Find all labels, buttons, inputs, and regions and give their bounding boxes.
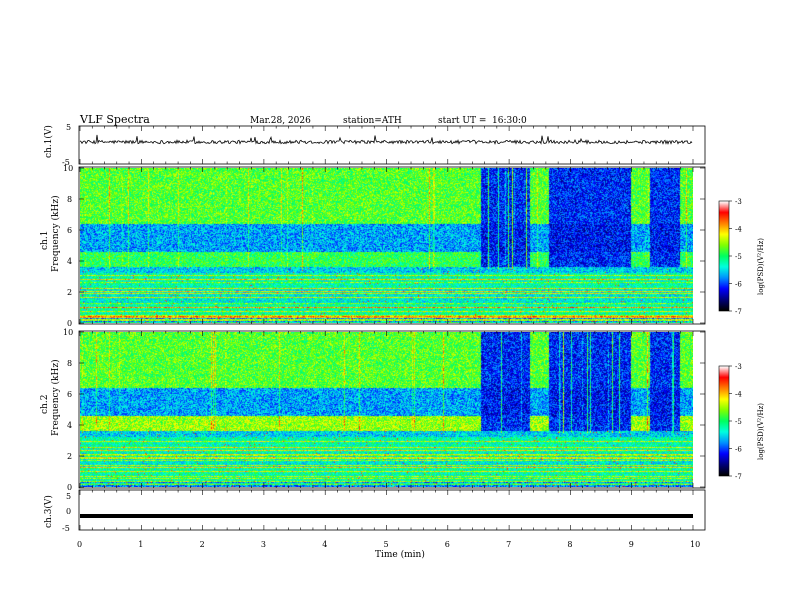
- ch3-waveform-panel: 5 0 -5 ch.3(V): [43, 489, 706, 533]
- ch3-waveform-trace: [80, 514, 693, 518]
- ch2-ytick-label: 2: [67, 452, 72, 461]
- ch2-colorbar: -3 -4 -5 -6 -7 log(PSD)(V²/Hz): [718, 363, 765, 481]
- ch3-ytick-bottom: -5: [62, 524, 70, 533]
- ch2-ytick-label: 4: [67, 421, 72, 430]
- ch2-colorbar-tick: -5: [735, 418, 742, 426]
- ch1-colorbar-tick: -7: [735, 308, 742, 316]
- ch2-spectrogram-image: [80, 332, 693, 487]
- ch1-ytick-label: 0: [67, 319, 72, 328]
- ch3-ylabel: ch.3(V): [43, 495, 54, 528]
- ch2-ytick-label: 6: [67, 390, 72, 399]
- ch2-ylabel-channel: ch.2: [40, 395, 50, 414]
- ch2-colorbar-tick: -3: [735, 363, 742, 371]
- x-tick-label: 8: [567, 540, 572, 549]
- ch2-colorbar-label: log(PSD)(V²/Hz): [757, 403, 765, 460]
- ch2-colorbar-tick: -7: [735, 473, 742, 481]
- ch1-ylabel-frequency: Frequency (kHz): [50, 195, 61, 272]
- ch1-ylabel: ch.1(V): [43, 125, 54, 158]
- ch1-ytick-label: 4: [67, 257, 72, 266]
- ch1-waveform-panel: 5 -5 ch.1(V): [43, 123, 706, 167]
- ch2-colorbar-tick: -6: [735, 446, 742, 454]
- ch1-colorbar-tick: -5: [735, 253, 742, 261]
- x-tick-label: 5: [384, 540, 389, 549]
- ch1-ytick-top: 5: [66, 123, 71, 132]
- x-tick-label: 4: [322, 540, 327, 549]
- ch1-colorbar: -3 -4 -5 -6 -7 log(PSD)(V²/Hz): [718, 198, 765, 316]
- ch1-ytick-label: 10: [63, 164, 73, 173]
- ch1-ytick-label: 6: [67, 226, 72, 235]
- ch1-spectrogram-image: [80, 168, 693, 323]
- ch1-ytick-label: 2: [67, 288, 72, 297]
- x-tick-label: 2: [200, 540, 205, 549]
- ch1-ylabel-channel: ch.1: [40, 231, 50, 250]
- ch3-ytick-mid: 0: [66, 507, 71, 516]
- ch1-colorbar-tick: -6: [735, 281, 742, 289]
- ch2-ytick-label: 0: [67, 483, 72, 492]
- ch1-colorbar-tick: -3: [735, 198, 742, 206]
- ch2-ytick-label: 10: [63, 328, 73, 337]
- ch1-waveform-trace: [79, 134, 693, 145]
- ch1-ytick-bottom: -5: [62, 158, 70, 167]
- ch2-spectrogram-panel: 0 2 4 6 8 10 ch.2 Frequency (kHz): [40, 328, 706, 492]
- x-tick-label: 3: [261, 540, 266, 549]
- ch3-ytick-top: 5: [66, 492, 71, 501]
- x-tick-label: 1: [138, 540, 143, 549]
- ch1-colorbar-label: log(PSD)(V²/Hz): [757, 238, 765, 295]
- x-tick-label: 9: [629, 540, 634, 549]
- ch2-ylabel-frequency: Frequency (kHz): [50, 359, 61, 436]
- ch1-ytick-label: 8: [67, 195, 72, 204]
- ch1-spectrogram-panel: 0 2 4 6 8 10 ch.1 Frequency (kHz): [40, 164, 706, 328]
- station-label: station=ATH: [343, 116, 402, 126]
- x-axis-label: Time (min): [375, 549, 425, 560]
- x-tick-label: 0: [77, 540, 82, 549]
- start-time-value: 16:30:0: [492, 116, 527, 126]
- start-ut-label: start UT =: [438, 116, 486, 126]
- ch2-colorbar-tick: -4: [735, 391, 742, 399]
- ch1-colorbar-tick: -4: [735, 226, 742, 234]
- x-tick-label: 10: [690, 540, 700, 549]
- x-tick-label: 7: [506, 540, 511, 549]
- figure-title: VLF Spectra: [79, 113, 150, 126]
- x-tick-label: 6: [445, 540, 450, 549]
- ch2-ytick-label: 8: [67, 359, 72, 368]
- date-label: Mar.28, 2026: [250, 116, 311, 126]
